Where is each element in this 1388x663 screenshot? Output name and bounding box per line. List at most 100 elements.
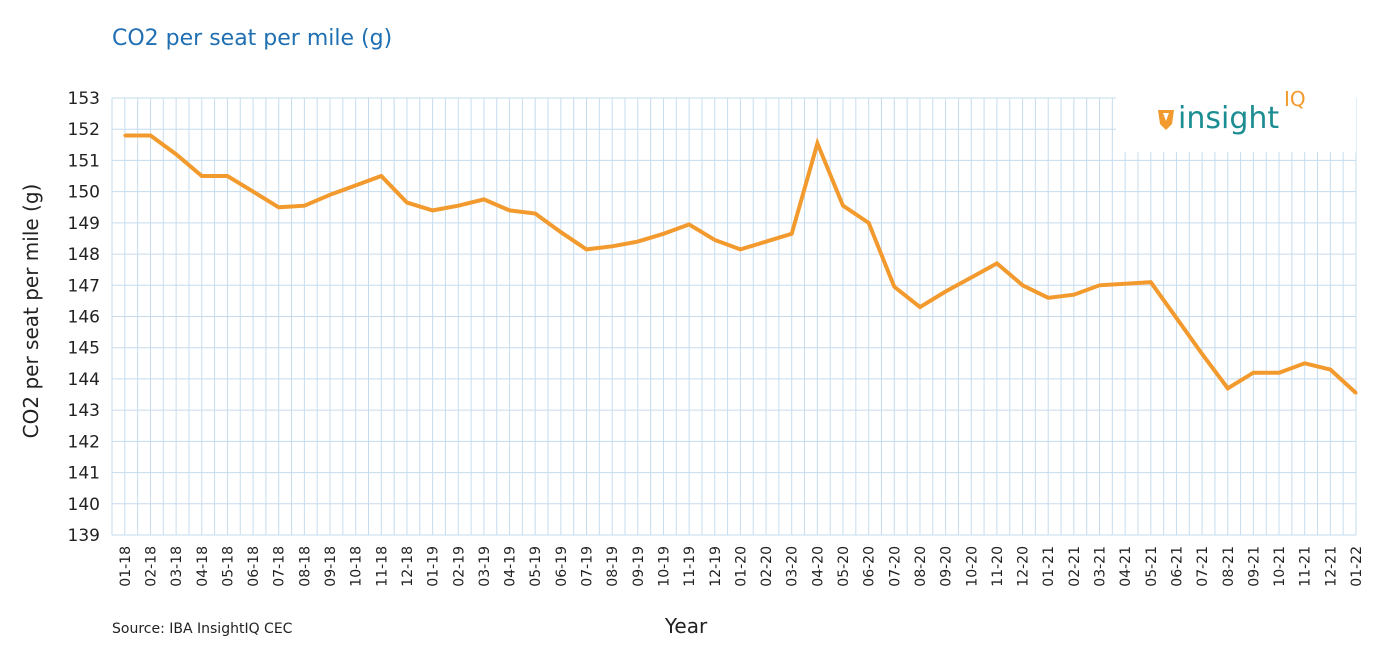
data-point: [1277, 371, 1281, 375]
y-tick-label: 149: [68, 214, 100, 234]
data-point: [713, 238, 717, 242]
data-point: [508, 208, 512, 212]
x-tick-label: 12-18: [400, 546, 416, 587]
data-point: [687, 222, 691, 226]
data-point: [892, 285, 896, 289]
x-tick-label: 04-20: [810, 546, 826, 587]
x-tick-label: 05-18: [220, 546, 236, 587]
x-axis-ticks: 01-18 02-18 03-18 04-18 05-18 06-18 07-18 08-18…: [118, 546, 1365, 587]
data-point: [200, 174, 204, 178]
data-point: [1021, 283, 1025, 287]
y-tick-label: 145: [68, 339, 100, 359]
x-tick-label: 02-21: [1067, 546, 1083, 587]
data-point: [1226, 386, 1230, 390]
x-tick-label: 03-19: [477, 546, 493, 587]
x-tick-label: 05-21: [1144, 546, 1160, 587]
data-point: [1174, 316, 1178, 320]
data-point: [328, 193, 332, 197]
x-tick-label: 10-18: [349, 546, 365, 587]
y-tick-label: 143: [68, 401, 100, 421]
x-tick-label: 05-20: [836, 546, 852, 587]
chart-title: CO2 per seat per mile (g): [112, 26, 393, 51]
data-point: [1046, 296, 1050, 300]
source-note: Source: IBA InsightIQ CEC: [112, 621, 293, 637]
x-tick-label: 10-19: [656, 546, 672, 587]
x-tick-label: 10-20: [964, 546, 980, 587]
shield-icon: [1158, 110, 1174, 130]
x-tick-label: 04-19: [503, 546, 519, 587]
x-tick-label: 07-18: [272, 546, 288, 587]
x-tick-label: 11-18: [374, 546, 390, 587]
x-tick-label: 08-19: [605, 546, 621, 587]
x-tick-label: 04-18: [195, 546, 211, 587]
data-point: [841, 204, 845, 208]
data-point: [918, 305, 922, 309]
x-tick-label: 03-21: [1093, 546, 1109, 587]
y-tick-label: 148: [68, 245, 100, 265]
data-point: [610, 244, 614, 248]
x-tick-label: 08-18: [297, 546, 313, 587]
data-point: [944, 290, 948, 294]
y-tick-label: 140: [68, 495, 100, 515]
data-point: [533, 211, 537, 215]
data-point: [456, 204, 460, 208]
data-point: [1328, 368, 1332, 372]
y-tick-label: 141: [68, 464, 100, 484]
data-point: [1098, 283, 1102, 287]
x-tick-label: 10-21: [1272, 546, 1288, 587]
data-point: [277, 205, 281, 209]
x-tick-label: 09-21: [1246, 546, 1262, 587]
data-point: [251, 190, 255, 194]
data-point: [302, 204, 306, 208]
data-point: [636, 240, 640, 244]
x-tick-label: 03-18: [169, 546, 185, 587]
logo-iq: IQ: [1284, 87, 1306, 111]
data-point: [867, 221, 871, 225]
data-point: [1200, 352, 1204, 356]
x-tick-label: 07-19: [580, 546, 596, 587]
x-tick-label: 12-21: [1323, 546, 1339, 587]
y-tick-label: 152: [68, 120, 100, 140]
x-tick-label: 02-20: [759, 546, 775, 587]
data-point: [815, 141, 819, 145]
x-tick-label: 09-20: [939, 546, 955, 587]
x-tick-label: 03-20: [785, 546, 801, 587]
data-point: [174, 152, 178, 156]
y-tick-label: 142: [68, 432, 100, 452]
x-tick-label: 06-19: [554, 546, 570, 587]
x-tick-label: 12-20: [1016, 546, 1032, 587]
y-axis-label: CO2 per seat per mile (g): [19, 184, 43, 439]
y-tick-label: 150: [68, 183, 100, 203]
y-axis-ticks: 139 140 141 142 143 144 145 146 147 148 149 150 151 1…: [68, 89, 100, 546]
data-point: [431, 208, 435, 212]
data-point: [1149, 280, 1153, 284]
data-point: [482, 197, 486, 201]
data-point: [995, 261, 999, 265]
x-tick-label: 07-20: [887, 546, 903, 587]
x-tick-label: 09-19: [631, 546, 647, 587]
logo-background: [1116, 84, 1356, 152]
y-tick-label: 144: [68, 370, 100, 390]
data-point: [559, 230, 563, 234]
x-tick-label: 01-20: [733, 546, 749, 587]
x-tick-label: 11-20: [990, 546, 1006, 587]
x-tick-label: 02-18: [143, 546, 159, 587]
y-tick-label: 146: [68, 308, 100, 328]
data-point: [148, 133, 152, 137]
y-tick-label: 147: [68, 276, 100, 296]
x-tick-label: 06-21: [1169, 546, 1185, 587]
x-tick-label: 06-18: [246, 546, 262, 587]
x-tick-label: 01-22: [1349, 546, 1365, 587]
data-point: [764, 240, 768, 244]
x-tick-label: 11-19: [682, 546, 698, 587]
data-point: [790, 232, 794, 236]
data-point: [354, 183, 358, 187]
x-tick-label: 07-21: [1195, 546, 1211, 587]
data-point: [123, 133, 127, 137]
x-tick-label: 01-19: [426, 546, 442, 587]
grid: [111, 97, 1357, 536]
x-tick-label: 06-20: [862, 546, 878, 587]
x-tick-label: 05-19: [528, 546, 544, 587]
insightiq-logo: insight IQ: [1116, 84, 1356, 152]
